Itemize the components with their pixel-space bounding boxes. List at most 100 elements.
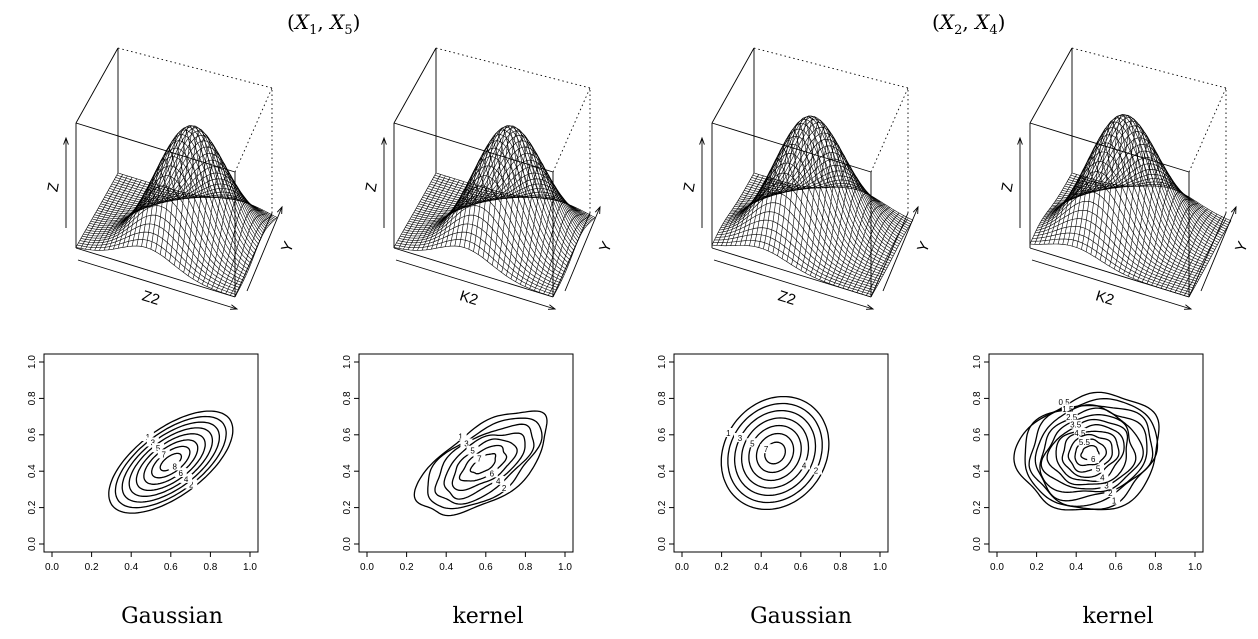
plot-frame: [358, 353, 574, 553]
x-tick-label: 0.4: [1069, 562, 1083, 573]
y-tick-label: 0.8: [657, 391, 668, 405]
mesh-line-u: [1062, 176, 1105, 245]
y-tick-label: 0.0: [27, 537, 38, 551]
x-axis-arrow: [713, 259, 874, 310]
contour-line: [143, 439, 199, 485]
mesh-line-u: [155, 139, 198, 252]
mesh-line-u: [103, 181, 147, 251]
x-axis-arrow-head: [547, 304, 557, 310]
y-tick-label: 0.8: [342, 391, 353, 405]
mesh-line-u: [225, 212, 268, 294]
contour-label: 4: [496, 477, 501, 486]
contour-line: [114, 415, 227, 509]
x-axis-arrow-head: [229, 304, 239, 310]
contour-line: [1055, 424, 1125, 482]
mesh-line-u: [711, 172, 755, 246]
mesh-line-u: [758, 158, 802, 248]
mesh-line-u: [85, 175, 128, 250]
y-axis-label: Y: [1232, 239, 1252, 255]
contour-line: [413, 410, 548, 517]
contour-label: 3: [1104, 481, 1109, 490]
mesh-line-u: [739, 181, 783, 246]
mesh-line-u: [75, 172, 119, 248]
x-tick-label: 0.2: [1030, 562, 1044, 573]
x-tick-label: 0.0: [990, 562, 1004, 573]
x-axis-arrow: [77, 259, 238, 310]
mesh-line-v: [1038, 191, 1198, 282]
mesh-line-u: [94, 178, 137, 251]
y-tick-label: 1.0: [342, 355, 353, 369]
contour-label: 5: [156, 444, 161, 453]
mesh-line-u: [468, 148, 512, 250]
box-edge: [393, 247, 554, 298]
contour-label: 6: [179, 469, 184, 478]
x-axis-arrow-head: [1183, 304, 1193, 310]
mesh-line-u: [1184, 218, 1227, 296]
x-axis-arrow: [395, 259, 556, 310]
y-axis-arrow-head: [912, 205, 919, 215]
mesh-line-u: [1127, 151, 1171, 277]
mesh-line-u: [234, 217, 278, 298]
mesh-line-u: [491, 125, 535, 266]
mesh-line-u: [543, 212, 586, 294]
mesh-line-u: [1099, 114, 1143, 261]
contour-label-bg: [141, 432, 154, 442]
mesh-line-u: [459, 168, 502, 247]
z-axis-arrow-head: [1017, 136, 1023, 145]
mesh-line-v: [407, 147, 567, 270]
mesh-line-u: [735, 179, 778, 246]
contour-line: [740, 417, 810, 489]
contour-label: 2: [502, 484, 507, 493]
mesh-line-u: [1048, 178, 1091, 245]
contour-label-bg: [1100, 480, 1113, 490]
x-tick-label: 0.8: [1148, 562, 1162, 573]
mesh-line-u: [449, 188, 493, 247]
box-edge: [870, 212, 909, 298]
mesh-line-u: [852, 209, 895, 292]
caption-3: Gaussian: [750, 604, 852, 629]
mesh-line-u: [1085, 127, 1129, 252]
x-tick-label: 0.2: [715, 562, 729, 573]
contour-label-bg: [1104, 488, 1117, 498]
contour-line: [1024, 398, 1159, 510]
surface-mesh: [711, 115, 914, 298]
group-title-1: (X1, X5): [287, 10, 361, 38]
box-edge-hidden: [117, 47, 273, 89]
contour-line: [451, 438, 518, 492]
contour-label: 3: [151, 438, 156, 447]
box-edge: [75, 247, 236, 298]
mesh-line-u: [823, 174, 867, 282]
y-tick-label: 0.2: [657, 500, 668, 514]
contour-label: 2.5: [1066, 413, 1078, 422]
contour-label-bg: [180, 473, 193, 483]
z-axis-arrow-head: [63, 136, 69, 145]
mesh-line-u: [781, 117, 825, 259]
mesh-line-u: [421, 181, 465, 251]
mesh-line-u: [417, 180, 460, 251]
contour-plot-2: 0.0 0.2 0.4 0.6 0.8 1.0 0.0 0.2 0.4 0.6 0.8 1.0 1 2 3 4…: [342, 353, 574, 573]
mesh-line-u: [1151, 199, 1194, 286]
contour-label: 6: [490, 469, 495, 478]
mesh-line-u: [814, 153, 858, 278]
contour-line: [1013, 391, 1160, 511]
x-tick-label: 0.0: [360, 562, 374, 573]
x-tick-label: 0.4: [754, 562, 768, 573]
y-axis-arrow: [246, 206, 283, 292]
x-axis-label: K2: [1094, 287, 1117, 309]
y-axis-label: Y: [278, 239, 298, 255]
contour-line: [469, 453, 497, 475]
box-edge: [1188, 212, 1227, 298]
x-tick-label: 0.4: [439, 562, 453, 573]
contour-line: [434, 423, 535, 505]
mesh-line-u: [220, 209, 264, 293]
mesh-line-u: [1104, 114, 1147, 264]
contour-label-bg: [185, 479, 198, 489]
contour-label: 3: [464, 439, 469, 448]
y-axis-arrow-head: [276, 205, 283, 215]
y-tick-label: 0.6: [972, 427, 983, 441]
mesh-line-u: [1123, 141, 1166, 275]
mesh-line-u: [819, 164, 862, 280]
contour-label: 4: [184, 475, 189, 484]
box-edge: [711, 247, 872, 298]
mesh-line-u: [99, 180, 142, 251]
